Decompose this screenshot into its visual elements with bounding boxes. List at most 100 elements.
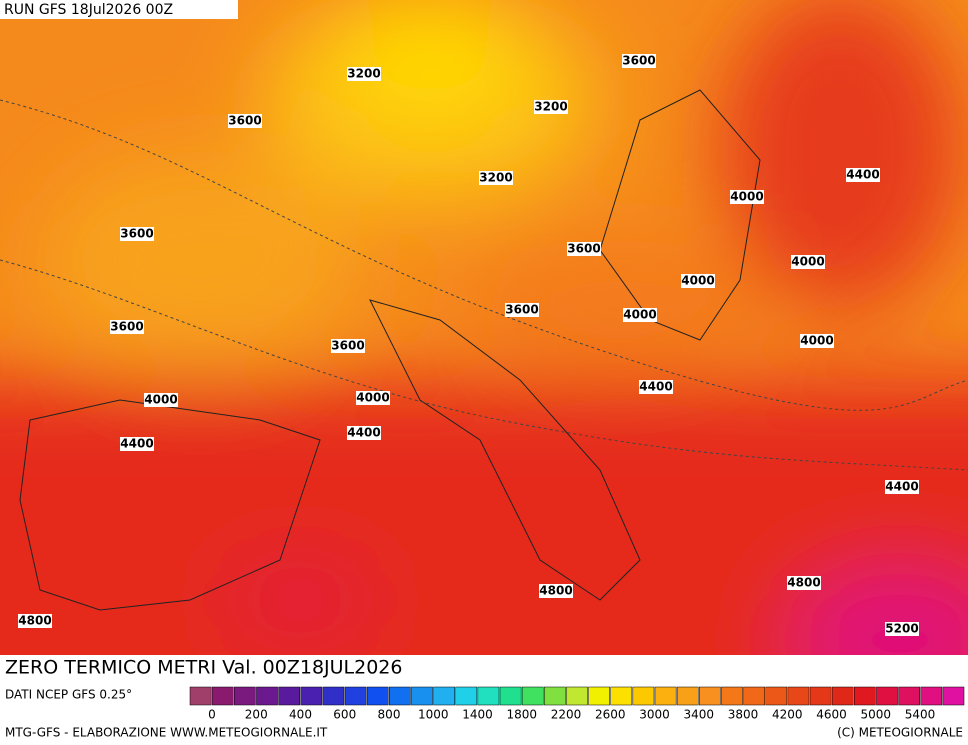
legend-tick-label: 4200 xyxy=(772,708,803,722)
legend-tick-label: 5000 xyxy=(860,708,891,722)
footer-left: MTG-GFS - ELABORAZIONE WWW.METEOGIORNALE… xyxy=(5,726,328,740)
color-swatch xyxy=(211,686,234,706)
legend-tick-label: 400 xyxy=(289,708,312,722)
contour-label: 4000 xyxy=(356,391,389,405)
color-swatch xyxy=(411,686,433,706)
contour-label: 4800 xyxy=(18,614,51,628)
contour-label: 4800 xyxy=(787,576,820,590)
contour-label: 4000 xyxy=(623,308,656,322)
contour-label-box xyxy=(120,437,154,451)
contour-label-box xyxy=(800,334,834,348)
color-swatch xyxy=(920,686,943,706)
contour-label: 3600 xyxy=(505,303,538,317)
contour-label-box xyxy=(567,242,601,256)
contour-label-box xyxy=(479,171,513,185)
legend-tick-label: 0 xyxy=(208,708,216,722)
title-box xyxy=(0,655,440,681)
legend-tick-label: 600 xyxy=(333,708,356,722)
color-swatch xyxy=(699,686,721,706)
color-swatch xyxy=(477,686,500,706)
footer-right: (C) METEOGIORNALE xyxy=(837,726,963,740)
color-swatch xyxy=(256,686,278,706)
contour-label: 4000 xyxy=(681,274,714,288)
color-swatch xyxy=(322,686,345,706)
contour-label-box xyxy=(622,54,656,68)
contour-label-box xyxy=(356,391,390,405)
contour-label-box xyxy=(623,308,657,322)
color-swatch xyxy=(809,686,832,706)
contour-label: 5200 xyxy=(885,622,918,636)
contour-label: 3600 xyxy=(622,54,655,68)
color-swatch xyxy=(765,686,788,706)
contour-label-box xyxy=(347,426,381,440)
contour-label-box xyxy=(120,227,154,241)
color-bar: 0 200 400 600 800 1000 1400 1800 2200 2600 3000 340… xyxy=(189,686,965,722)
color-swatch xyxy=(831,686,854,706)
contour-label-box xyxy=(331,339,365,353)
contour-label-box xyxy=(846,168,880,182)
contour-label: 4000 xyxy=(791,255,824,269)
run-label: RUN GFS 18Jul2026 00Z xyxy=(4,2,173,18)
color-swatch xyxy=(854,686,876,706)
color-swatch xyxy=(366,686,389,706)
color-swatch xyxy=(876,686,898,706)
color-swatch xyxy=(389,686,411,706)
contour-label: 4400 xyxy=(639,380,672,394)
legend-tick-label: 200 xyxy=(245,708,268,722)
header-box xyxy=(0,0,238,19)
color-swatch xyxy=(433,686,455,706)
contour-label: 3600 xyxy=(110,320,143,334)
legend-tick-label: 3800 xyxy=(728,708,759,722)
contour-label-box xyxy=(791,255,825,269)
color-swatch xyxy=(544,686,566,706)
contour-label-box xyxy=(885,622,919,636)
color-swatch xyxy=(588,686,610,706)
contour-label: 3200 xyxy=(347,67,380,81)
color-swatch xyxy=(632,686,655,706)
legend-tick-label: 2200 xyxy=(551,708,582,722)
contour-label: 4400 xyxy=(120,437,153,451)
contour-label-box xyxy=(534,100,568,114)
contour-label-box xyxy=(787,576,821,590)
color-swatch xyxy=(300,686,323,706)
contour-label: 3600 xyxy=(331,339,364,353)
contour-label-box xyxy=(110,320,144,334)
contour-label-box xyxy=(505,303,539,317)
contour-label-box xyxy=(539,584,573,598)
contour-label: 3600 xyxy=(120,227,153,241)
map-title: ZERO TERMICO METRI Val. 00Z18JUL2026 xyxy=(5,657,402,679)
color-swatch xyxy=(455,686,478,706)
source-label: DATI NCEP GFS 0.25° xyxy=(5,688,132,702)
legend-tick-label: 1800 xyxy=(506,708,537,722)
color-swatch xyxy=(942,686,965,706)
contour-label: 3200 xyxy=(534,100,567,114)
color-swatch xyxy=(234,686,256,706)
color-swatch xyxy=(344,686,367,706)
color-swatch xyxy=(898,686,920,706)
contour-label: 4400 xyxy=(846,168,879,182)
contour-label-box xyxy=(639,380,673,394)
contour-label: 4800 xyxy=(539,584,572,598)
color-swatch xyxy=(743,686,765,706)
color-swatch xyxy=(189,686,212,706)
color-swatch xyxy=(654,686,677,706)
color-swatch xyxy=(676,686,699,706)
legend-tick-label: 2600 xyxy=(595,708,626,722)
contour-label-box xyxy=(347,67,381,81)
contour-label: 4000 xyxy=(800,334,833,348)
contour-label-box xyxy=(730,190,764,204)
legend-tick-label: 1400 xyxy=(462,708,493,722)
contour-label: 3200 xyxy=(479,171,512,185)
color-swatch xyxy=(278,686,300,706)
color-swatch xyxy=(610,686,633,706)
contour-label-box xyxy=(228,114,262,128)
color-swatch xyxy=(566,686,588,706)
legend-tick-label: 3000 xyxy=(639,708,670,722)
color-swatch xyxy=(499,686,522,706)
color-swatch xyxy=(721,686,743,706)
legend-tick-label: 4600 xyxy=(816,708,847,722)
contour-label-box xyxy=(885,480,919,494)
